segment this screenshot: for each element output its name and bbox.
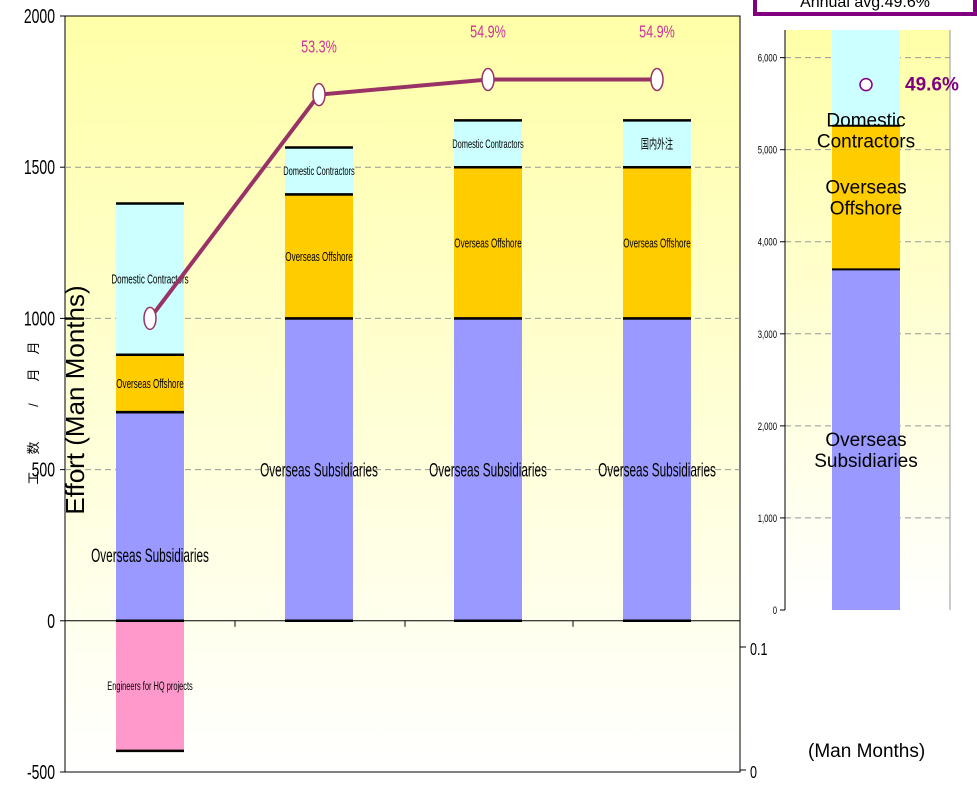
bar-label-overseas-subsidiaries: Overseas Subsidiaries — [429, 461, 547, 481]
side-bar-label-overseas-offshore: Overseas — [825, 178, 906, 199]
bar-label-overseas-offshore: Overseas Offshore — [116, 377, 183, 391]
side-bar-label-overseas-offshore: Offshore — [830, 199, 903, 220]
bar-overseas-offshore-2 — [285, 194, 353, 319]
y-axis-title: Effort (Man Months) — [60, 285, 90, 514]
side-y-tick-label: 1,000 — [758, 513, 777, 526]
bar-overseas-offshore-3 — [454, 167, 522, 319]
ratio-label: 54.9% — [470, 22, 506, 42]
bar-label-overseas-offshore: Overseas Offshore — [454, 237, 521, 251]
bar-engineers-for-hq-projects-1 — [116, 620, 184, 751]
side-bar-label-domestic-contractors: Contractors — [817, 131, 915, 152]
side-bar-label-overseas-subsidiaries: Subsidiaries — [814, 451, 918, 472]
side-bar-label-domestic-contractors: Domestic — [826, 110, 905, 131]
bar-domestic-contractors-3 — [454, 120, 522, 168]
bar-label-engineers-for-hq-projects: Engineers for HQ projects — [107, 680, 192, 693]
ratio-label: 53.3% — [301, 38, 337, 58]
side-bar-overseas-offshore — [832, 125, 900, 270]
y-axis-glyph: 数 — [26, 441, 41, 454]
bar-label-overseas-subsidiaries: Overseas Subsidiaries — [598, 461, 716, 481]
ratio-point — [650, 67, 664, 92]
right-tick-label: 0.1 — [750, 640, 767, 660]
y-tick-label: 1000 — [24, 307, 55, 330]
y-tick-label: -500 — [27, 760, 55, 783]
side-y-tick-label: 4,000 — [758, 236, 777, 249]
side-ratio-point — [859, 77, 873, 92]
y-tick-label: 0 — [47, 609, 55, 632]
bar-overseas-offshore-4 — [623, 167, 691, 319]
bar-overseas-subsidiaries-3 — [454, 318, 522, 621]
ratio-point — [481, 67, 495, 92]
side-y-tick-label: 0 — [773, 605, 777, 618]
side-bar-domestic-contractors — [832, 30, 900, 126]
side-y-tick-label: 5,000 — [758, 144, 777, 157]
ratio-point — [143, 306, 157, 331]
y-axis-glyph: 工 — [26, 471, 41, 484]
bar-overseas-subsidiaries-4 — [623, 318, 691, 621]
side-y-tick-label: 2,000 — [758, 421, 777, 434]
y-tick-label: 1500 — [24, 156, 55, 179]
y-axis-glyph: 月 — [26, 341, 41, 354]
bar-overseas-offshore-1 — [116, 354, 184, 413]
y-axis-glyph: / — [26, 403, 41, 407]
y-axis-glyph: 月 — [26, 368, 41, 381]
ratio-label: 54.9% — [639, 22, 675, 42]
bar-label-domestic-contractors: Domestic Contractors — [283, 166, 354, 179]
side-bar-overseas-subsidiaries — [832, 269, 900, 610]
bar-overseas-subsidiaries-1 — [116, 412, 184, 621]
bar-label-overseas-subsidiaries: Overseas Subsidiaries — [260, 461, 378, 481]
bar-label-domestic-contractors: Domestic Contractors — [111, 273, 189, 287]
annual-avg-callout — [753, 0, 977, 16]
side-y-tick-label: 6,000 — [758, 52, 777, 65]
side-bar-label-overseas-subsidiaries: Overseas — [825, 430, 906, 451]
bar-domestic-contractors-4 — [623, 120, 691, 168]
ratio-point — [312, 82, 326, 107]
bar-overseas-subsidiaries-2 — [285, 318, 353, 621]
y-tick-label: 500 — [32, 458, 55, 481]
bar-label-overseas-offshore: Overseas Offshore — [623, 237, 690, 251]
unit-note: (Man Months) — [808, 741, 925, 762]
bar-label-domestic-contractors: Domestic Contractors — [452, 138, 523, 151]
ratio-line — [148, 77, 657, 320]
bar-domestic-contractors-2 — [285, 147, 353, 195]
bar-label-overseas-offshore: Overseas Offshore — [285, 250, 352, 264]
bar-label-overseas-subsidiaries: Overseas Subsidiaries — [91, 546, 209, 566]
bar-label-domestic-contractors: 国内外注 — [641, 135, 673, 152]
side-y-tick-label: 3,000 — [758, 329, 777, 342]
annual-avg-text: Annual avg.49.6% — [800, 0, 930, 11]
side-ratio-label: 49.6% — [905, 75, 959, 96]
right-tick-label: 0 — [750, 763, 757, 783]
y-tick-label: 2000 — [24, 4, 55, 27]
